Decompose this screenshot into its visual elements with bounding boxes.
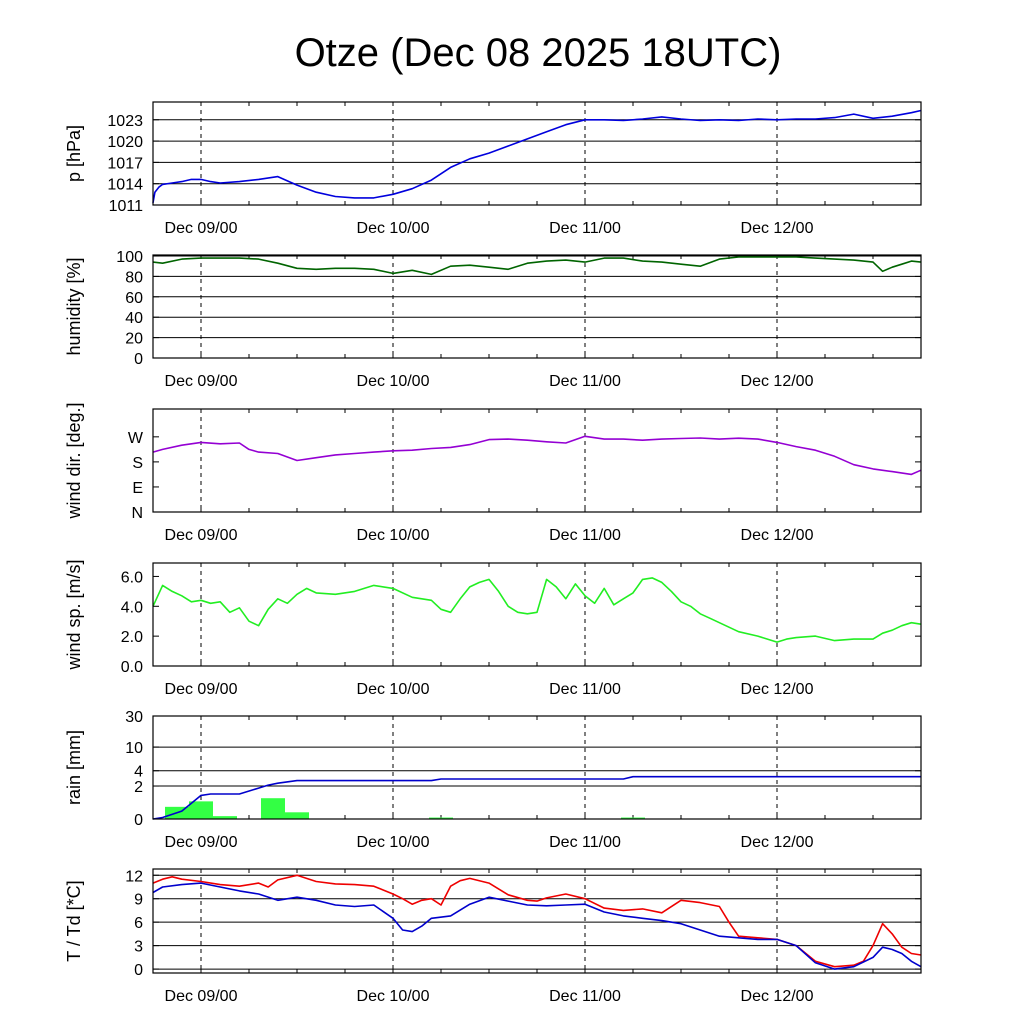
humidity-xtick-label-2: Dec 11/00	[549, 373, 621, 390]
humidity-ytick-label-2: 60	[125, 290, 143, 307]
temperature-xtick-label-2: Dec 11/00	[549, 988, 621, 1005]
panel-wind_speed: 6.0 4.0 2.0 0.0 wind sp. [m/s] Dec 09/00 Dec 1…	[64, 559, 922, 698]
wind_speed-series-ff	[152, 577, 922, 643]
temperature-ytick-label-2: 6	[134, 915, 143, 932]
pressure-frame	[152, 101, 922, 206]
wind_speed-ytick-label-2: 2.0	[121, 629, 143, 646]
wind_dir-ytick-label-1: S	[132, 455, 143, 472]
pressure-ytick-label-2: 1017	[107, 155, 143, 172]
wind_dir-ytick-label-2: E	[132, 480, 143, 497]
rain-xtick-label-0: Dec 09/00	[165, 834, 238, 851]
rain-xtick-label-1: Dec 10/00	[357, 834, 430, 851]
humidity-ytick-label-1: 80	[125, 269, 143, 286]
wind_speed-frame	[152, 562, 922, 667]
temperature-xtick-label-3: Dec 12/00	[741, 988, 814, 1005]
wind_dir-xtick-label-0: Dec 09/00	[165, 527, 238, 544]
pressure-ytick-label-0: 1023	[107, 113, 143, 130]
wind_speed-ytick-label-3: 0.0	[121, 659, 143, 676]
pressure-xtick-label-2: Dec 11/00	[549, 220, 621, 237]
wind_dir-ytick-label-3: N	[131, 505, 143, 522]
temperature-series-T	[152, 874, 922, 968]
rain-series-cumulative	[152, 775, 921, 820]
panel-pressure: 1023 1020 1017 1014 1011 p [hPa] Dec 09/00 Dec …	[64, 101, 922, 237]
wind_dir-xtick-label-3: Dec 12/00	[741, 527, 814, 544]
temperature-xtick-label-0: Dec 09/00	[165, 988, 238, 1005]
wind_speed-xtick-label-1: Dec 10/00	[357, 681, 430, 698]
humidity-ytick-label-3: 40	[125, 310, 143, 327]
pressure-series-p	[152, 109, 922, 204]
humidity-xtick-label-1: Dec 10/00	[357, 373, 430, 390]
rain-bar-5	[429, 817, 453, 819]
rain-bar-2	[213, 816, 237, 819]
panel-temperature: 12 9 6 3 0 T / Td [*C] Dec 09/00 Dec 10/00 Dec 1…	[64, 868, 922, 1005]
panel-humidity: 100 80 60 40 20 0 humidity [%] Dec 09/00 Dec 10/…	[64, 249, 922, 390]
pressure-ytick-label-4: 1011	[109, 198, 144, 215]
rain-bar-1	[189, 801, 213, 819]
pressure-ylabel: p [hPa]	[64, 125, 84, 182]
wind_speed-ytick-label-1: 4.0	[121, 599, 143, 616]
temperature-series-Td	[152, 882, 922, 970]
humidity-frame	[152, 254, 922, 359]
rain-xtick-label-3: Dec 12/00	[741, 834, 814, 851]
wind_speed-xtick-label-0: Dec 09/00	[165, 681, 238, 698]
humidity-ytick-label-5: 0	[134, 351, 143, 368]
rain-xtick-label-2: Dec 11/00	[549, 834, 621, 851]
humidity-ytick-label-0: 100	[116, 249, 143, 266]
panel-rain: 30 10 42 0 rain [mm] Dec 09/00 Dec 10/00 Dec 11…	[64, 709, 922, 851]
wind_dir-frame	[152, 408, 922, 513]
humidity-xtick-label-3: Dec 12/00	[741, 373, 814, 390]
rain-ytick-label-0: 30	[125, 709, 143, 726]
wind_dir-xtick-label-2: Dec 11/00	[549, 527, 621, 544]
wind_dir-xtick-label-1: Dec 10/00	[357, 527, 430, 544]
humidity-series-rh	[152, 256, 922, 276]
temperature-xtick-label-1: Dec 10/00	[357, 988, 430, 1005]
pressure-ytick-label-1: 1020	[107, 134, 143, 151]
rain-bar-6	[621, 817, 645, 819]
wind_speed-ytick-label-0: 6.0	[121, 569, 143, 586]
temperature-ytick-label-4: 0	[134, 962, 143, 979]
rain-ylabel: rain [mm]	[64, 730, 84, 805]
rain-ytick-label-4: 0	[134, 812, 143, 829]
humidity-xtick-label-0: Dec 09/00	[165, 373, 238, 390]
temperature-ytick-label-1: 9	[134, 892, 143, 909]
pressure-ytick-label-3: 1014	[107, 177, 143, 194]
chart-title: Otze (Dec 08 2025 18UTC)	[295, 31, 782, 75]
wind_dir-ytick-label-0: W	[128, 430, 144, 447]
wind_speed-xtick-label-2: Dec 11/00	[549, 681, 621, 698]
temperature-frame	[152, 868, 922, 974]
temperature-ytick-label-3: 3	[134, 939, 143, 956]
wind_dir-series-dir	[152, 435, 922, 476]
rain-ytick-label-1: 10	[125, 740, 143, 757]
wind_dir-ylabel: wind dir. [deg.]	[64, 402, 84, 519]
rain-ytick-label-3: 2	[134, 779, 143, 796]
wind_speed-ylabel: wind sp. [m/s]	[64, 559, 84, 670]
temperature-ytick-label-0: 12	[125, 868, 143, 885]
humidity-ytick-label-4: 20	[125, 331, 143, 348]
pressure-xtick-label-3: Dec 12/00	[741, 220, 814, 237]
rain-ytick-label-2: 4	[134, 764, 143, 781]
pressure-xtick-label-0: Dec 09/00	[165, 220, 238, 237]
pressure-xtick-label-1: Dec 10/00	[357, 220, 430, 237]
wind_speed-xtick-label-3: Dec 12/00	[741, 681, 814, 698]
rain-bar-3	[261, 798, 285, 819]
temperature-ylabel: T / Td [*C]	[64, 880, 84, 961]
rain-frame	[152, 715, 922, 820]
rain-bar-4	[285, 812, 309, 819]
humidity-ylabel: humidity [%]	[64, 257, 84, 355]
